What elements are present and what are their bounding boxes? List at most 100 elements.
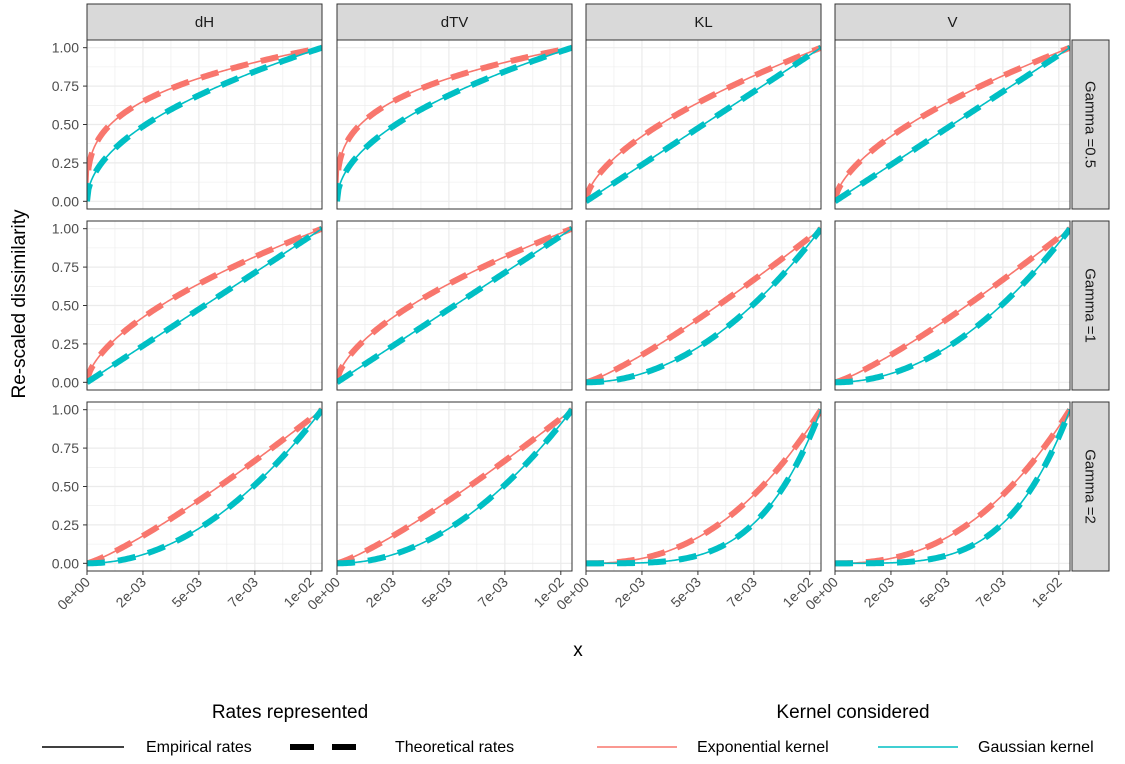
empirical-line-exponential-kernel [337,46,572,202]
x-tick-label: 5e-03 [168,574,205,611]
empirical-line-exponential-kernel [87,46,322,202]
row-strip-label: Gamma =0.5 [1082,81,1099,168]
panel-KL-row-2 [585,220,822,391]
y-tick-label: 1.00 [52,40,79,56]
x-tick-label: 7e-03 [972,574,1009,611]
empirical-line-gaussian-kernel [87,46,322,202]
y-tick-label: 0.25 [52,155,79,171]
legend-label-exponential: Exponential kernel [697,739,829,756]
y-tick-label: 0.75 [52,440,79,456]
y-tick-label: 1.00 [52,402,79,418]
legend: Rates represented Kernel considered Empiri… [42,702,1094,756]
empirical-line-gaussian-kernel [586,228,821,384]
x-axis-title: x [573,640,583,661]
series-lines [337,44,572,202]
series-lines [337,225,572,385]
empirical-line-gaussian-kernel [835,47,1070,202]
y-tick-label: 0.75 [52,259,79,275]
panel-border [585,401,822,572]
x-tick-label: 2e-03 [611,574,648,611]
legend-label-empirical: Empirical rates [146,739,252,756]
series-lines [835,44,1070,204]
column-strip-dTV: dTV [336,3,573,41]
panel-border [336,220,573,391]
panel-dTV-row-3 [336,401,573,572]
panel-V-row-2 [834,220,1071,391]
strip-background [1071,220,1110,391]
x-tick-label: 2e-03 [860,574,897,611]
x-tick-label: 1e-02 [1028,574,1065,611]
empirical-line-gaussian-kernel [337,228,572,383]
empirical-line-gaussian-kernel [586,409,821,565]
series-lines [586,226,821,386]
empirical-line-exponential-kernel [835,46,1070,202]
column-strip-KL: KL [585,3,822,41]
x-tick-label: 7e-03 [224,574,261,611]
panels [86,39,1071,572]
series-lines [586,408,821,567]
row-strip-label: Gamma =2 [1082,449,1099,524]
row-strip-1: Gamma =0.5 [1071,39,1110,210]
empirical-line-gaussian-kernel [835,228,1070,384]
y-tick-label: 0.50 [52,117,79,133]
strip-background [834,3,1071,41]
empirical-line-gaussian-kernel [87,228,322,383]
y-tick-label: 0.00 [52,374,79,390]
strip-background [336,3,573,41]
x-tick-label: 5e-03 [418,574,455,611]
strip-background [1071,401,1110,572]
y-tick-label: 0.25 [52,336,79,352]
y-tick-label: 0.25 [52,517,79,533]
strip-background [86,3,323,41]
panel-dH-row-1 [86,39,323,210]
x-tick-label: 7e-03 [723,574,760,611]
empirical-line-exponential-kernel [87,409,322,565]
series-lines [337,407,572,567]
y-tick-label: 1.00 [52,221,79,237]
series-lines [87,44,322,202]
empirical-line-exponential-kernel [586,46,821,202]
column-strip-label: dTV [441,14,469,31]
panel-border [336,401,573,572]
panel-dTV-row-1 [336,39,573,210]
x-tick-label: 2e-03 [362,574,399,611]
panel-border [834,401,1071,572]
column-strip-V: V [834,3,1071,41]
series-lines [87,407,322,567]
panel-V-row-3 [834,401,1071,572]
panel-KL-row-1 [585,39,822,210]
empirical-line-gaussian-kernel [337,409,572,565]
y-axis-title: Re-scaled dissimilarity [9,209,30,398]
empirical-line-gaussian-kernel [337,46,572,202]
column-strip-label: KL [694,14,712,31]
column-strip-dH: dH [86,3,323,41]
series-lines [87,225,322,385]
column-strip-label: V [947,14,957,31]
y-tick-label: 0.50 [52,298,79,314]
empirical-line-exponential-kernel [835,228,1070,384]
x-tick-label: 5e-03 [916,574,953,611]
empirical-line-gaussian-kernel [835,409,1070,565]
series-lines [835,408,1070,567]
row-strip-3: Gamma =2 [1071,401,1110,572]
panel-dH-row-2 [86,220,323,391]
panel-border [585,220,822,391]
x-tick-label: 0e+00 [54,574,93,613]
panel-dH-row-3 [86,401,323,572]
facet-strips: dH dTV KL V Gamma =0.5 Gamma =1 Gamma =2 [86,3,1110,572]
x-tick-label: 7e-03 [474,574,511,611]
panel-border [834,220,1071,391]
panel-KL-row-3 [585,401,822,572]
empirical-line-exponential-kernel [337,409,572,565]
empirical-line-gaussian-kernel [87,409,322,565]
strip-background [585,3,822,41]
legend-label-gaussian: Gaussian kernel [978,739,1094,756]
empirical-line-exponential-kernel [87,227,322,383]
panel-dTV-row-2 [336,220,573,391]
series-lines [835,226,1070,386]
x-tick-label: 5e-03 [667,574,704,611]
row-strip-2: Gamma =1 [1071,220,1110,391]
empirical-line-exponential-kernel [337,227,572,383]
empirical-line-exponential-kernel [586,228,821,384]
